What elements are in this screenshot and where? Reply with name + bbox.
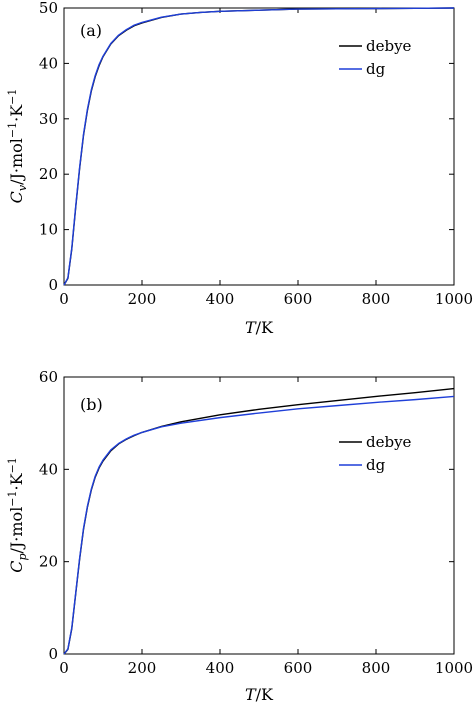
x-tick-label: 1000: [435, 659, 473, 677]
legend-label-dg: dg: [366, 456, 386, 474]
y-tick-label: 60: [39, 368, 58, 386]
series-lines: [63, 387, 455, 655]
x-tick-label: 800: [362, 290, 391, 308]
y-tick-label: 0: [48, 276, 58, 294]
y-tick-label: 40: [39, 460, 58, 478]
x-tick-label: 200: [128, 290, 157, 308]
axis-ticks: 0 200 400 600 800 1000 0 20 40 60: [39, 368, 473, 677]
plot-frame: [63, 7, 455, 286]
x-axis-label: T/K: [245, 685, 274, 704]
series-line-dg: [63, 7, 455, 286]
x-tick-label: 200: [128, 659, 157, 677]
x-tick-label: 1000: [435, 290, 473, 308]
panel-label: (b): [80, 395, 103, 414]
x-tick-label: 0: [59, 290, 69, 308]
y-tick-label: 0: [48, 645, 58, 663]
series-line-debye: [63, 387, 455, 655]
panel-b: 0 200 400 600 800 1000 0 20 40 60 (b) debye dg T/…: [6, 368, 473, 704]
series-lines: [63, 7, 455, 286]
y-tick-label: 20: [39, 553, 58, 571]
x-axis-label: T/K: [245, 318, 274, 337]
x-tick-label: 600: [284, 659, 313, 677]
y-tick-label: 50: [39, 0, 58, 17]
axis-ticks: 0 200 400 600 800 1000 0 10 20 30 40 50: [39, 0, 473, 308]
x-tick-label: 600: [284, 290, 313, 308]
legend: debye dg: [339, 37, 412, 78]
legend: debye dg: [339, 433, 412, 474]
panel-a: 0 200 400 600 800 1000 0 10 20 30 40 50 (a) debye d…: [6, 0, 473, 337]
x-tick-label: 400: [206, 659, 235, 677]
x-tick-label: 0: [59, 659, 69, 677]
series-line-dg: [63, 395, 455, 655]
legend-label-debye: debye: [366, 433, 412, 451]
y-axis-label: Cp/J·mol−1·K−1: [6, 457, 29, 573]
plot-frame: [63, 376, 455, 655]
y-tick-label: 30: [39, 110, 58, 128]
y-tick-label: 40: [39, 54, 58, 72]
y-tick-label: 20: [39, 165, 58, 183]
legend-label-debye: debye: [366, 37, 412, 55]
legend-label-dg: dg: [366, 60, 386, 78]
y-axis-label: Cv/J·mol−1·K−1: [6, 89, 29, 204]
y-tick-label: 10: [39, 221, 58, 239]
x-tick-label: 400: [206, 290, 235, 308]
x-tick-label: 800: [362, 659, 391, 677]
panel-label: (a): [80, 21, 102, 40]
